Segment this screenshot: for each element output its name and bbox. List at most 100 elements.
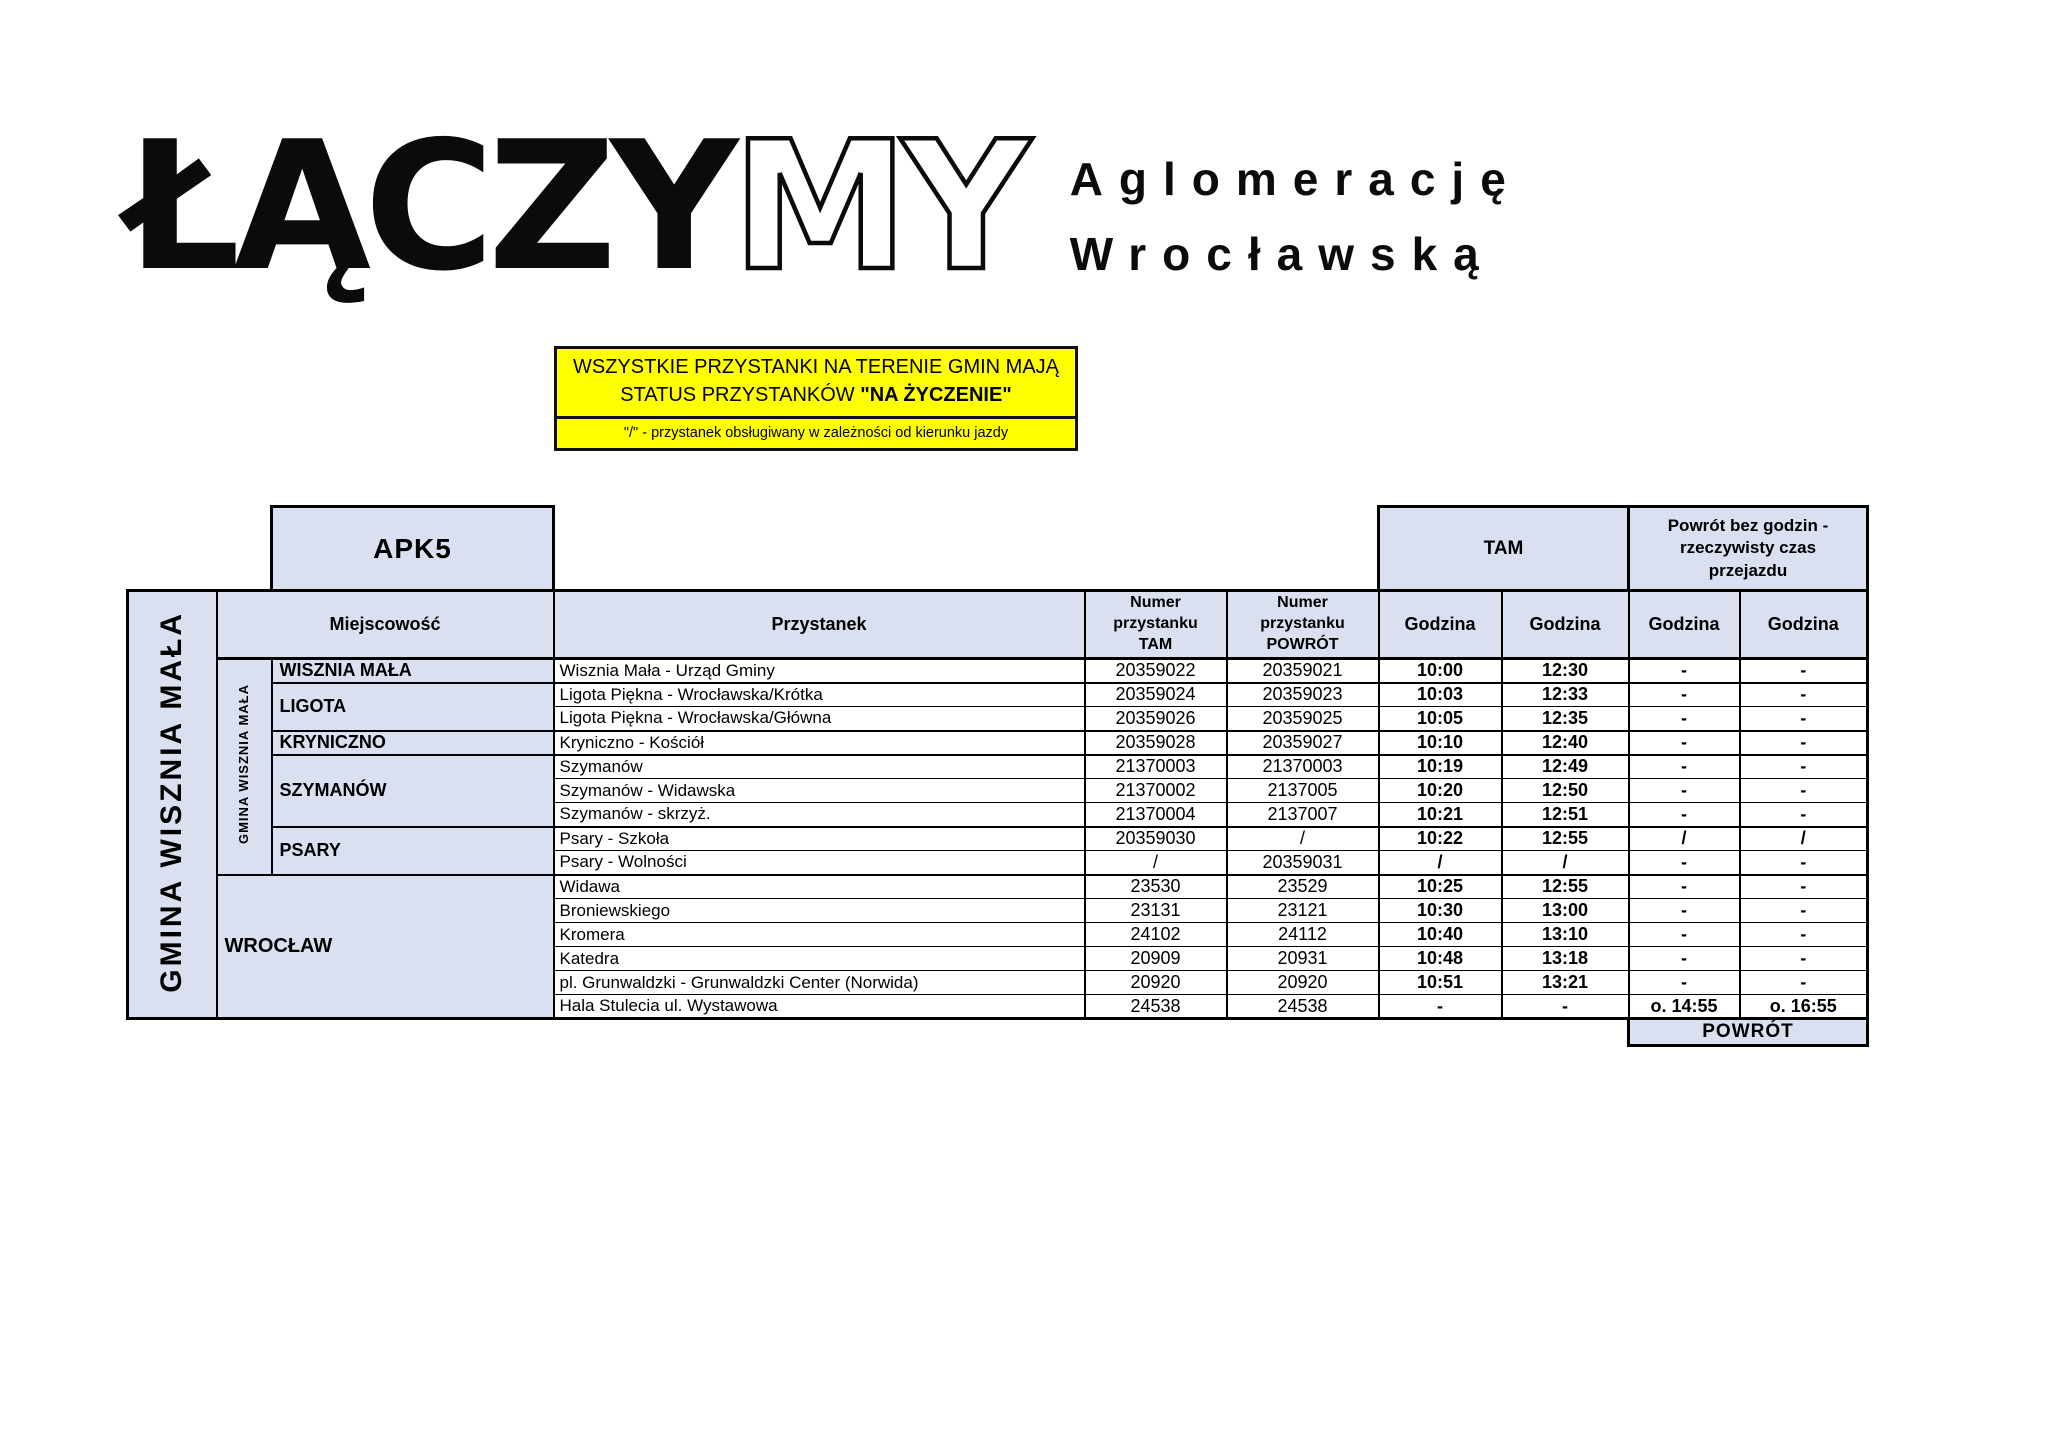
time-tam-1-cell: 10:00: [1377, 657, 1503, 683]
time-tam-2-cell: 12:30: [1500, 657, 1630, 683]
stop-name-cell: Widawa: [552, 873, 1086, 899]
time-powrot-1-cell: /: [1627, 825, 1741, 851]
time-powrot-1-cell: -: [1627, 753, 1741, 779]
stop-number-powrot-cell: 20359023: [1225, 681, 1380, 707]
header-godzina-tam-2: Godzina: [1500, 589, 1630, 660]
time-powrot-2-cell: -: [1738, 970, 1869, 995]
tagline-line2: Wrocławską: [1069, 227, 1495, 280]
time-powrot-2-cell: -: [1738, 729, 1869, 755]
time-tam-2-cell: 12:51: [1500, 802, 1630, 827]
notice-legend: "/" - przystanek obsługiwany w zależnośc…: [623, 424, 1009, 441]
stop-number-powrot-cell: 20920: [1225, 970, 1380, 995]
spacer-cell: [128, 507, 272, 591]
time-powrot-2-cell: -: [1738, 657, 1869, 683]
time-tam-1-cell: 10:48: [1377, 946, 1503, 971]
stop-number-tam-cell: 20909: [1083, 946, 1228, 971]
time-tam-1-cell: 10:10: [1377, 729, 1503, 755]
stop-number-powrot-cell: 2137007: [1225, 802, 1380, 827]
stop-name-cell: Katedra: [552, 946, 1086, 971]
time-tam-2-cell: 13:18: [1500, 946, 1630, 971]
time-powrot-1-cell: o. 14:55: [1627, 994, 1741, 1020]
stop-number-powrot-cell: 2137005: [1225, 778, 1380, 803]
stop-number-powrot-cell: 20359021: [1225, 657, 1380, 683]
logo: ŁĄCZYMY Aglomerację Wrocławską: [126, 115, 1522, 298]
time-tam-2-cell: /: [1500, 850, 1630, 875]
stop-name-cell: Szymanów: [552, 753, 1086, 779]
time-powrot-2-cell: -: [1738, 946, 1869, 971]
place-cell: WISZNIA MAŁA: [270, 657, 555, 683]
stop-number-tam-cell: 20359022: [1083, 657, 1228, 683]
stop-name-cell: Szymanów - Widawska: [552, 778, 1086, 803]
region-cell: GMINA WISZNIA MAŁA: [126, 589, 218, 1020]
time-tam-1-cell: 10:25: [1377, 873, 1503, 899]
time-tam-1-cell: 10:19: [1377, 753, 1503, 779]
notice-line2-prefix: STATUS PRZYSTANKÓW: [620, 384, 861, 407]
time-tam-1-cell: 10:22: [1377, 825, 1503, 851]
stop-number-tam-cell: 23131: [1083, 898, 1228, 923]
timetable-row: SZYMANÓW Szymanów 21370003 21370003 10:19 12:…: [128, 753, 1869, 827]
stop-name-cell: Wisznia Mała - Urząd Gminy: [552, 657, 1086, 683]
stop-number-tam-cell: 21370004: [1083, 802, 1228, 827]
time-powrot-2-cell: -: [1738, 850, 1869, 875]
logo-wordmark: ŁĄCZYMY: [126, 115, 1033, 298]
stop-name-cell: Kromera: [552, 922, 1086, 947]
place-cell: LIGOTA: [270, 681, 555, 731]
time-powrot-1-cell: -: [1627, 778, 1741, 803]
time-tam-2-cell: 12:35: [1500, 706, 1630, 731]
header-przystanek: Przystanek: [552, 589, 1086, 660]
powrot-footer: POWRÓT: [1627, 1017, 1869, 1047]
tam-group-header: TAM: [1377, 505, 1630, 592]
stop-number-tam-cell: 20920: [1083, 970, 1228, 995]
footer-row: POWRÓT: [128, 1017, 1869, 1047]
tagline-line1: Aglomerację: [1069, 153, 1522, 205]
time-powrot-2-cell: -: [1738, 802, 1869, 827]
timetable: APK5 TAM Powrót bez godzin - rzeczywisty…: [126, 505, 1869, 1047]
stop-number-tam-cell: /: [1083, 850, 1228, 875]
time-powrot-1-cell: -: [1627, 946, 1741, 971]
time-powrot-1-cell: -: [1627, 657, 1741, 683]
header-numer-powrot: Numer przystanku POWRÓT: [1225, 589, 1380, 660]
spacer-cell: [128, 1019, 1629, 1046]
timetable-row: LIGOTA Ligota Piękna - Wrocławska/Krótka 2…: [128, 681, 1869, 731]
time-tam-2-cell: 13:00: [1500, 898, 1630, 923]
time-tam-1-cell: 10:21: [1377, 802, 1503, 827]
time-tam-1-cell: 10:51: [1377, 970, 1503, 995]
stop-number-powrot-cell: 20359027: [1225, 729, 1380, 755]
time-powrot-2-cell: -: [1738, 778, 1869, 803]
place-cell: PSARY: [270, 825, 555, 875]
time-tam-2-cell: 12:55: [1500, 825, 1630, 851]
time-powrot-1-cell: -: [1627, 802, 1741, 827]
time-powrot-2-cell: -: [1738, 753, 1869, 779]
stop-number-powrot-cell: 21370003: [1225, 753, 1380, 779]
time-tam-2-cell: 12:50: [1500, 778, 1630, 803]
spacer-cell: [554, 507, 1379, 591]
timetable-row: Szymanów - skrzyż. 21370004 2137007 10:21 12…: [128, 802, 1869, 827]
time-tam-1-cell: 10:20: [1377, 778, 1503, 803]
notice-box: WSZYSTKIE PRZYSTANKI NA TERENIE GMIN MAJ…: [554, 346, 1078, 451]
time-powrot-1-cell: -: [1627, 706, 1741, 731]
route-code: APK5: [270, 505, 555, 592]
header-godzina-tam-1: Godzina: [1377, 589, 1503, 660]
time-tam-1-cell: /: [1377, 850, 1503, 875]
powrot-group-header: Powrót bez godzin - rzeczywisty czas prz…: [1627, 505, 1869, 592]
time-powrot-2-cell: -: [1738, 706, 1869, 731]
time-tam-2-cell: 12:40: [1500, 729, 1630, 755]
stop-number-powrot-cell: 24538: [1225, 994, 1380, 1020]
stop-number-powrot-cell: 20359025: [1225, 706, 1380, 731]
notice-line1: WSZYSTKIE PRZYSTANKI NA TERENIE GMIN MAJ…: [573, 356, 1059, 378]
column-header-row: GMINA WISZNIA MAŁA Miejscowość Przystane…: [126, 589, 1869, 1020]
stop-number-powrot-cell: 23121: [1225, 898, 1380, 923]
time-tam-1-cell: 10:03: [1377, 681, 1503, 707]
header-numer-tam: Numer przystanku TAM: [1083, 589, 1228, 660]
stop-number-tam-cell: 24102: [1083, 922, 1228, 947]
time-tam-2-cell: 13:21: [1500, 970, 1630, 995]
timetable-row: Ligota Piękna - Wrocławska/Główna 2035902…: [128, 706, 1869, 731]
time-powrot-2-cell: -: [1738, 898, 1869, 923]
time-powrot-1-cell: -: [1627, 681, 1741, 707]
timetable-row: Psary - Wolności/20359031// - -: [128, 850, 1869, 875]
time-powrot-2-cell: -: [1738, 873, 1869, 899]
time-powrot-2-cell: -: [1738, 681, 1869, 707]
stop-number-tam-cell: 20359030: [1083, 825, 1228, 851]
logo-tagline: Aglomerację Wrocławską: [1070, 118, 1522, 291]
